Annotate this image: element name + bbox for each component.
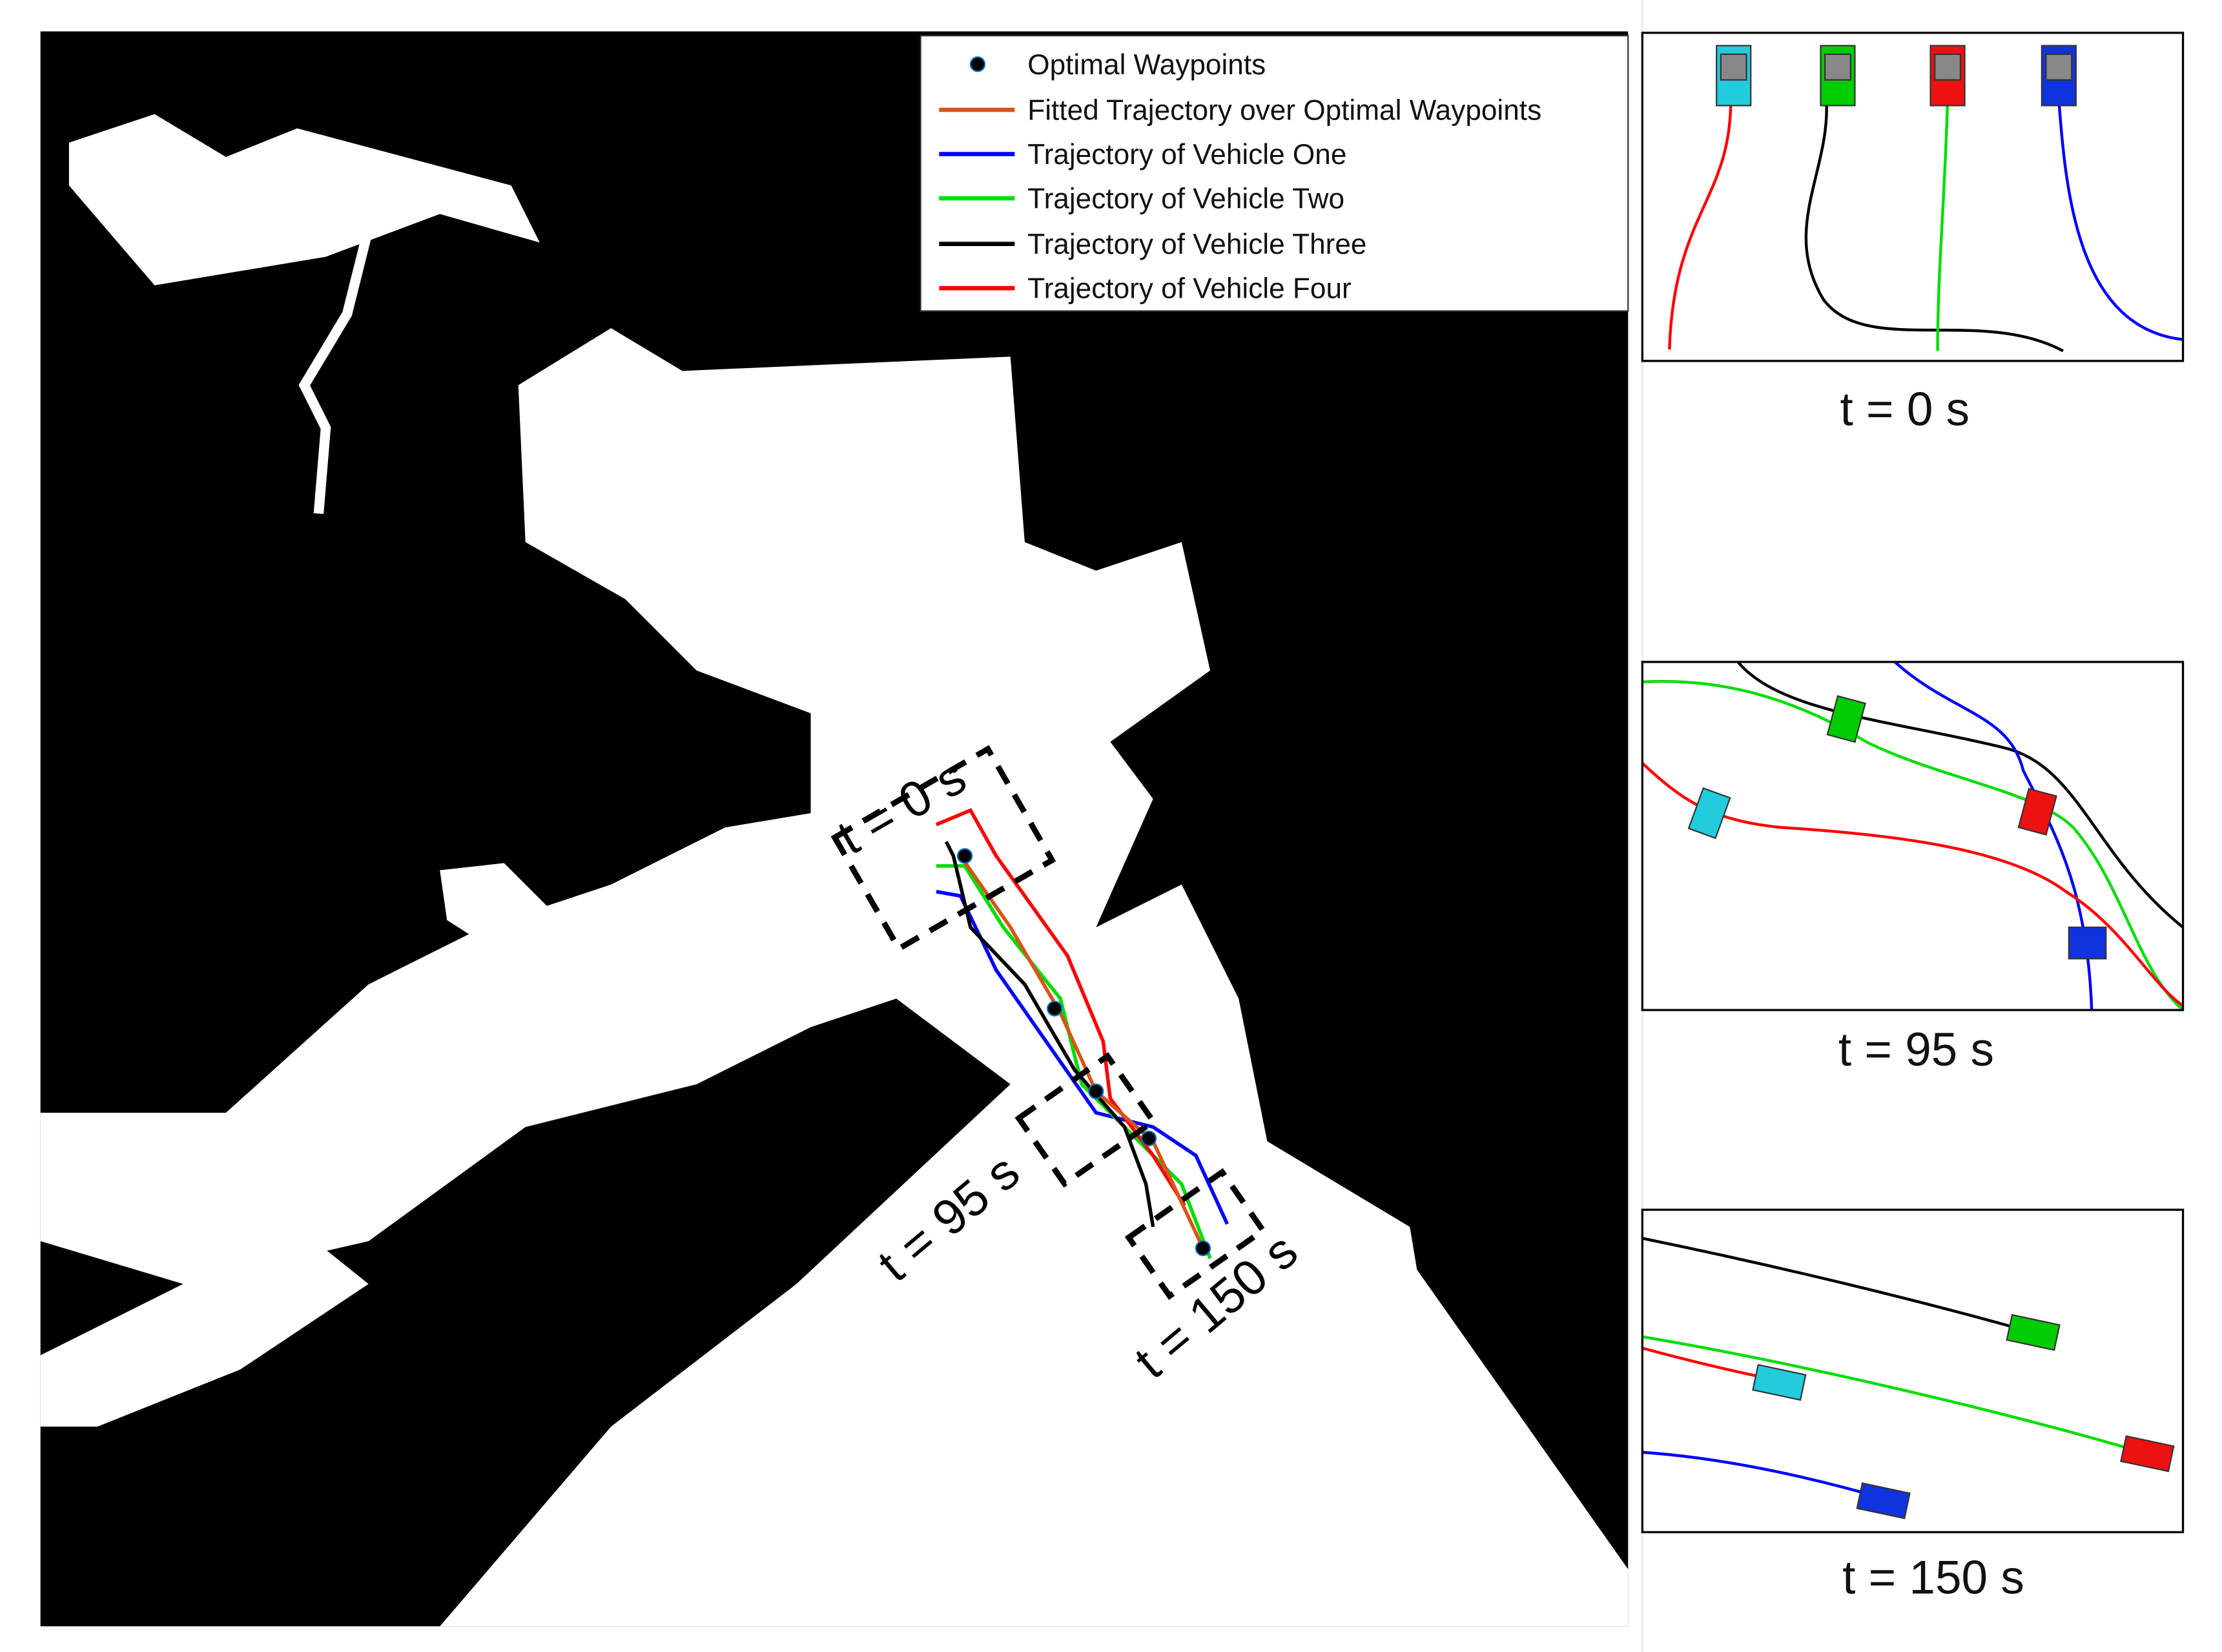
waypoint	[1140, 1130, 1157, 1146]
water	[68, 114, 540, 285]
time-box	[1124, 1168, 1268, 1300]
water	[40, 328, 1629, 1627]
panel-content	[1668, 99, 2183, 353]
panel-caption: t = 150 s	[1842, 1551, 2024, 1604]
trajectory	[1893, 661, 2093, 1010]
legend-box	[920, 35, 1629, 312]
legend-label: Trajectory of Vehicle Three	[1027, 229, 1366, 260]
vehicle	[1752, 1363, 1807, 1401]
trajectory	[1642, 679, 2183, 1010]
vehicle	[1687, 787, 1731, 840]
river	[298, 227, 374, 514]
vehicle	[2017, 787, 2057, 836]
trajectory	[1642, 1237, 2038, 1336]
vehicle-body	[1824, 53, 1851, 81]
vehicle	[2006, 1314, 2061, 1351]
trajectory	[1736, 661, 2183, 929]
panel-caption: t = 0 s	[1840, 383, 1970, 435]
waypoint	[1047, 1000, 1063, 1017]
vehicle-body	[1720, 53, 1747, 81]
trajectory-vehicle-four	[935, 808, 1186, 1207]
trajectory	[1668, 99, 1733, 350]
panel-content	[1642, 661, 2183, 1010]
panel-caption: t = 95 s	[1838, 1024, 1994, 1076]
legend-label: Optimal Waypoints	[1027, 49, 1266, 81]
legend-label: Trajectory of Vehicle Two	[1027, 183, 1344, 215]
waypoint	[956, 848, 973, 864]
legend-marker	[969, 56, 986, 72]
vehicle-body	[1934, 53, 1962, 81]
waypoint	[1195, 1240, 1211, 1257]
legend-label: Trajectory of Vehicle One	[1027, 139, 1346, 170]
legend-label: Trajectory of Vehicle Four	[1027, 273, 1351, 305]
vehicle-body	[2045, 53, 2073, 81]
vehicle	[2120, 1435, 2175, 1472]
legend-label: Fitted Trajectory over Optimal Waypoints	[1027, 95, 1541, 127]
trajectory	[1642, 1335, 2152, 1457]
time-box	[1014, 1052, 1158, 1188]
panel-content	[1642, 1237, 2175, 1520]
fitted-trajectory	[959, 854, 1205, 1250]
trajectory-vehicle-three	[944, 841, 1155, 1228]
trajectory	[1936, 99, 1949, 351]
vehicle	[2068, 926, 2107, 960]
vehicle	[1826, 695, 1866, 743]
waypoint	[1088, 1083, 1104, 1100]
trajectory-vehicle-two	[936, 864, 1212, 1259]
water	[40, 1226, 369, 1427]
trajectory	[1642, 1451, 1893, 1502]
trajectory	[2057, 99, 2183, 341]
panel-frame	[1641, 32, 2185, 362]
waypoints	[956, 848, 1211, 1257]
vehicles	[1716, 45, 2077, 107]
water	[440, 863, 583, 971]
vehicle	[1856, 1482, 1911, 1520]
panel-frame	[1641, 1208, 2185, 1534]
trajectory	[1804, 99, 2064, 353]
panel-frame	[1641, 661, 2185, 1011]
